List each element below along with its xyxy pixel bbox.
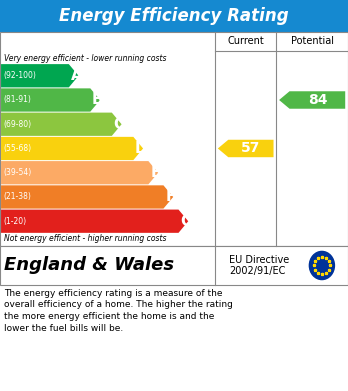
- Text: Not energy efficient - higher running costs: Not energy efficient - higher running co…: [4, 234, 167, 243]
- Text: B: B: [92, 93, 104, 108]
- Bar: [0, 246, 348, 285]
- Text: 57: 57: [241, 142, 261, 156]
- Polygon shape: [1, 185, 173, 209]
- Polygon shape: [1, 113, 121, 136]
- Polygon shape: [1, 161, 158, 185]
- Text: England & Wales: England & Wales: [4, 256, 174, 274]
- Text: Current: Current: [227, 36, 264, 47]
- Polygon shape: [279, 91, 345, 109]
- Text: C: C: [113, 117, 125, 132]
- Text: (92-100): (92-100): [3, 71, 36, 80]
- Text: G: G: [180, 214, 193, 229]
- Polygon shape: [1, 137, 143, 160]
- Text: F: F: [165, 190, 175, 204]
- Bar: [0, 0, 348, 32]
- Text: E: E: [150, 165, 160, 180]
- Text: D: D: [135, 141, 148, 156]
- Text: (1-20): (1-20): [3, 217, 26, 226]
- Text: The energy efficiency rating is a measure of the
overall efficiency of a home. T: The energy efficiency rating is a measur…: [4, 289, 233, 333]
- Polygon shape: [1, 88, 100, 111]
- Text: A: A: [71, 68, 82, 83]
- Text: (39-54): (39-54): [3, 168, 32, 177]
- Text: Potential: Potential: [291, 36, 334, 47]
- Polygon shape: [218, 140, 274, 157]
- Text: 84: 84: [308, 93, 327, 107]
- Bar: [0, 32, 348, 246]
- Text: (81-91): (81-91): [3, 95, 31, 104]
- Text: Very energy efficient - lower running costs: Very energy efficient - lower running co…: [4, 54, 167, 63]
- Circle shape: [309, 251, 334, 280]
- Text: (55-68): (55-68): [3, 144, 32, 153]
- Polygon shape: [1, 64, 79, 88]
- Text: EU Directive
2002/91/EC: EU Directive 2002/91/EC: [229, 255, 289, 276]
- Text: (69-80): (69-80): [3, 120, 32, 129]
- Text: Energy Efficiency Rating: Energy Efficiency Rating: [59, 7, 289, 25]
- Text: (21-38): (21-38): [3, 192, 31, 201]
- Polygon shape: [1, 210, 188, 233]
